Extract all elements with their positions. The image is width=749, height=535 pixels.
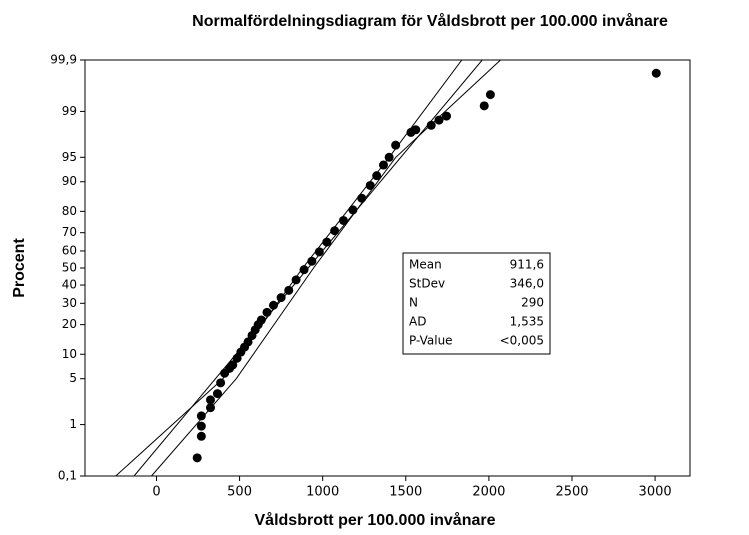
stats-label: Mean (409, 258, 442, 272)
data-point (434, 115, 444, 125)
data-point (205, 395, 215, 405)
data-point (479, 101, 489, 111)
y-tick-label: 30 (62, 296, 77, 310)
data-point (284, 285, 294, 295)
x-tick-label: 1000 (306, 485, 339, 500)
data-point (365, 180, 375, 190)
data-point (411, 125, 421, 135)
y-tick-label: 60 (62, 243, 77, 257)
stats-value: 346,0 (510, 277, 544, 291)
y-tick-label: 99 (62, 104, 77, 118)
x-axis-label: Våldsbrott per 100.000 invånare (255, 511, 496, 529)
x-tick-label: 3000 (639, 485, 672, 500)
data-point (196, 411, 206, 421)
x-tick-label: 2500 (555, 485, 588, 500)
data-point (391, 140, 401, 150)
y-tick-label: 80 (62, 204, 77, 218)
stats-label: AD (409, 315, 426, 329)
data-point (651, 68, 661, 78)
data-point (426, 120, 436, 130)
stats-label: StDev (409, 277, 445, 291)
data-point (299, 265, 309, 275)
data-point (192, 453, 202, 463)
y-tick-label: 10 (62, 347, 77, 361)
y-axis-label: Procent (11, 238, 28, 298)
stats-value: 1,535 (510, 315, 544, 329)
data-point (256, 315, 266, 325)
chart-title: Normalfördelningsdiagram för Våldsbrott … (192, 12, 668, 30)
y-tick-label: 1 (69, 417, 77, 431)
data-point (307, 256, 317, 266)
data-point (379, 160, 389, 170)
data-point (243, 337, 253, 347)
y-tick-label: 20 (62, 317, 77, 331)
y-tick-label: 70 (62, 225, 77, 239)
stats-label: N (409, 296, 418, 310)
y-tick-label: 40 (62, 278, 77, 292)
y-tick-label: 0,1 (58, 469, 77, 483)
stats-label: P-Value (409, 334, 453, 348)
data-point (330, 226, 340, 236)
data-point (322, 237, 332, 247)
stats-box (402, 252, 551, 355)
data-point (205, 403, 215, 413)
data-point (348, 205, 358, 215)
data-point (212, 389, 222, 399)
x-tick-label: 2000 (472, 485, 505, 500)
y-tick-label: 50 (62, 261, 77, 275)
data-point (485, 90, 495, 100)
y-tick-label: 95 (62, 150, 77, 164)
data-point (357, 193, 367, 203)
data-point (384, 152, 394, 162)
x-tick-label: 0 (152, 485, 160, 500)
data-point (262, 307, 272, 317)
data-point (276, 293, 286, 303)
data-point (216, 378, 226, 388)
data-point (268, 300, 278, 310)
stats-value: 290 (521, 296, 544, 310)
stats-value: 911,6 (510, 258, 544, 272)
data-point (442, 111, 452, 121)
x-tick-label: 500 (227, 485, 252, 500)
data-point (196, 431, 206, 441)
data-point (314, 247, 324, 257)
x-tick-label: 1500 (389, 485, 422, 500)
data-point (338, 215, 348, 225)
stats-value: <0,005 (500, 334, 544, 348)
data-point (196, 421, 206, 431)
data-point (291, 275, 301, 285)
plot-frame (84, 59, 691, 477)
data-point (228, 360, 238, 370)
y-tick-label: 90 (62, 174, 77, 188)
y-tick-label: 5 (69, 371, 77, 385)
data-point (372, 171, 382, 181)
y-tick-label: 99,9 (50, 53, 77, 67)
